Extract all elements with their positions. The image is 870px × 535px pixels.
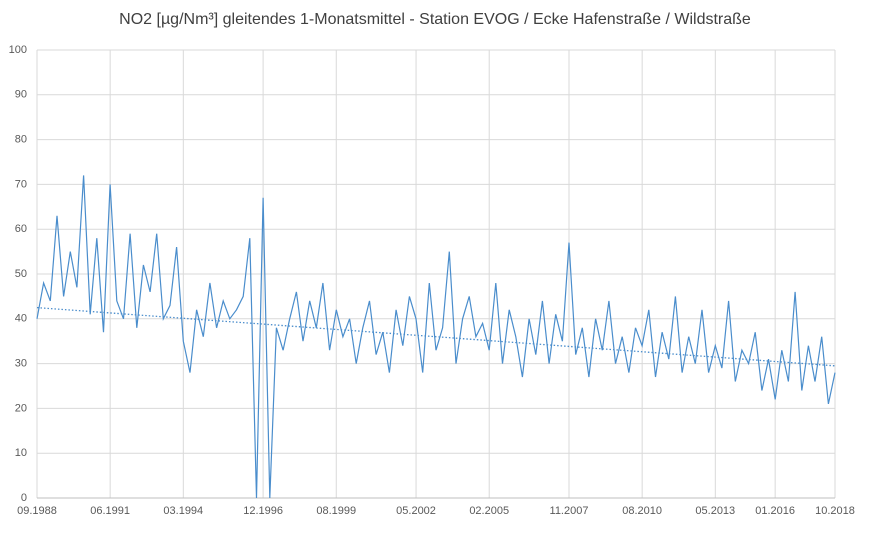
chart-title: NO2 [µg/Nm³] gleitendes 1-Monatsmittel -… [119, 11, 751, 28]
x-tick-label: 03.1994 [163, 505, 203, 517]
y-tick-label: 60 [15, 223, 27, 235]
y-tick-label: 0 [21, 492, 27, 504]
x-tick-label: 10.2018 [815, 505, 855, 517]
x-tick-label: 01.2016 [755, 505, 795, 517]
y-tick-label: 30 [15, 358, 27, 370]
x-tick-label: 08.2010 [622, 505, 662, 517]
y-tick-label: 50 [15, 268, 27, 280]
y-tick-label: 90 [15, 89, 27, 101]
y-tick-label: 20 [15, 402, 27, 414]
data-line [36, 175, 836, 499]
x-tick-label: 05.2013 [695, 505, 735, 517]
x-tick-label: 05.2002 [396, 505, 436, 517]
x-tick-label: 02.2005 [469, 505, 509, 517]
x-tick-label: 09.1988 [17, 505, 57, 517]
x-tick-label: 12.1996 [243, 505, 283, 517]
trend-line [36, 306, 836, 367]
y-tick-label: 100 [9, 44, 27, 56]
y-tick-label: 40 [15, 313, 27, 325]
y-tick-label: 70 [15, 178, 27, 190]
x-tick-label: 08.1999 [316, 505, 356, 517]
x-tick-label: 11.2007 [550, 505, 589, 517]
x-tick-label: 06.1991 [90, 505, 130, 517]
y-tick-label: 10 [15, 447, 27, 459]
y-tick-label: 80 [15, 134, 27, 146]
